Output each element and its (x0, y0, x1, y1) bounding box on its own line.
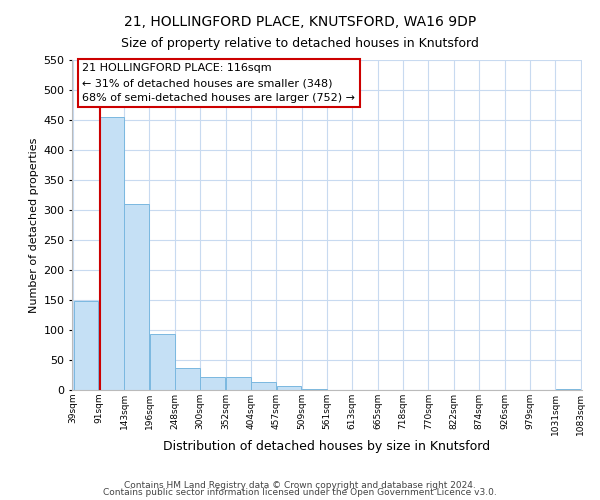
Bar (226, 377, 251, 390)
Bar (99, 117, 124, 390)
Bar (251, 382, 276, 390)
Bar (149, 334, 175, 390)
Bar (124, 204, 149, 390)
Text: 21 HOLLINGFORD PLACE: 116sqm
← 31% of detached houses are smaller (348)
68% of s: 21 HOLLINGFORD PLACE: 116sqm ← 31% of de… (82, 64, 355, 103)
Bar (200, 377, 225, 390)
Bar (277, 386, 301, 390)
X-axis label: Distribution of detached houses by size in Knutsford: Distribution of detached houses by size … (163, 440, 491, 454)
Bar (74, 301, 98, 390)
Y-axis label: Number of detached properties: Number of detached properties (29, 138, 39, 312)
Text: 21, HOLLINGFORD PLACE, KNUTSFORD, WA16 9DP: 21, HOLLINGFORD PLACE, KNUTSFORD, WA16 9… (124, 15, 476, 29)
Text: Size of property relative to detached houses in Knutsford: Size of property relative to detached ho… (121, 38, 479, 51)
Bar (556, 389, 580, 390)
Text: Contains HM Land Registry data © Crown copyright and database right 2024.: Contains HM Land Registry data © Crown c… (124, 480, 476, 490)
Bar (175, 368, 200, 390)
Text: Contains public sector information licensed under the Open Government Licence v3: Contains public sector information licen… (103, 488, 497, 497)
